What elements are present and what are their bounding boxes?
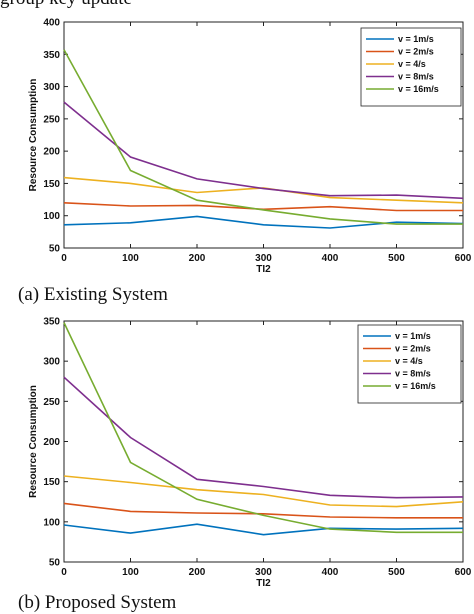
- y-tick-label: 300: [43, 82, 60, 93]
- x-tick-label: 100: [122, 567, 139, 578]
- series-line-4: [63, 101, 464, 200]
- x-tick-label: 200: [189, 253, 206, 264]
- y-axis-label: Resource Consumption: [28, 385, 39, 498]
- legend-label-2: v = 2m/s: [398, 47, 434, 57]
- y-tick-label: 100: [43, 211, 60, 222]
- y-tick-label: 100: [43, 517, 60, 528]
- x-tick-label: 0: [61, 567, 67, 578]
- top-caption: group key update: [0, 0, 132, 10]
- legend-label-4: v = 8m/s: [395, 369, 431, 379]
- legend-label-4: v = 8m/s: [398, 72, 434, 82]
- series-line-3: [63, 475, 464, 508]
- legend-box: [357, 324, 462, 404]
- x-tick-label: 400: [322, 253, 339, 264]
- y-tick-label: 250: [43, 114, 60, 125]
- y-tick-label: 300: [43, 357, 60, 368]
- series-line-1: [63, 523, 464, 536]
- series-line-4: [63, 376, 464, 499]
- caption-existing-system: (a) Existing System: [18, 284, 168, 305]
- legend-label-1: v = 1m/s: [395, 331, 431, 341]
- series-line-2: [63, 502, 463, 519]
- series-line-5: [63, 322, 463, 534]
- caption-proposed-system: (b) Proposed System: [18, 592, 177, 613]
- legend-label-3: v = 4/s: [398, 59, 426, 69]
- y-tick-label: 250: [43, 397, 60, 408]
- x-axis-label: TI2: [256, 578, 271, 589]
- legend-label-1: v = 1m/s: [398, 34, 434, 44]
- y-tick-label: 50: [49, 558, 61, 569]
- y-tick-label: 200: [43, 437, 60, 448]
- x-tick-label: 100: [122, 253, 139, 264]
- x-tick-label: 600: [455, 253, 472, 264]
- legend-box: [360, 27, 462, 107]
- legend-label-5: v = 16m/s: [398, 84, 439, 94]
- y-axis-label: Resource Consumption: [28, 79, 39, 192]
- x-tick-label: 300: [255, 567, 272, 578]
- y-tick-label: 350: [43, 317, 60, 328]
- y-tick-label: 350: [43, 50, 60, 61]
- series-line-1: [63, 215, 464, 229]
- y-tick-label: 150: [43, 477, 60, 488]
- y-tick-label: 200: [43, 147, 60, 158]
- x-tick-label: 300: [255, 253, 272, 264]
- x-tick-label: 500: [388, 253, 405, 264]
- x-axis-label: TI2: [256, 264, 271, 275]
- x-tick-label: 400: [322, 567, 339, 578]
- x-tick-label: 500: [388, 567, 405, 578]
- y-tick-label: 50: [49, 244, 61, 255]
- y-tick-label: 400: [43, 18, 60, 29]
- legend-label-5: v = 16m/s: [395, 381, 436, 391]
- x-tick-label: 200: [189, 567, 206, 578]
- series-line-5: [63, 49, 463, 225]
- x-tick-label: 600: [455, 567, 472, 578]
- legend-label-3: v = 4/s: [395, 356, 423, 366]
- chart-existing-system: 50 100 150 200 250 300 350 400 0 100 200 300 400 500 6…: [28, 18, 472, 276]
- x-tick-label: 0: [61, 253, 67, 264]
- legend-label-2: v = 2m/s: [395, 344, 431, 354]
- chart-proposed-system: 50 100 150 200 250 300 350 0 100 200 300 400 500 600 T…: [28, 317, 472, 590]
- y-tick-label: 150: [43, 179, 60, 190]
